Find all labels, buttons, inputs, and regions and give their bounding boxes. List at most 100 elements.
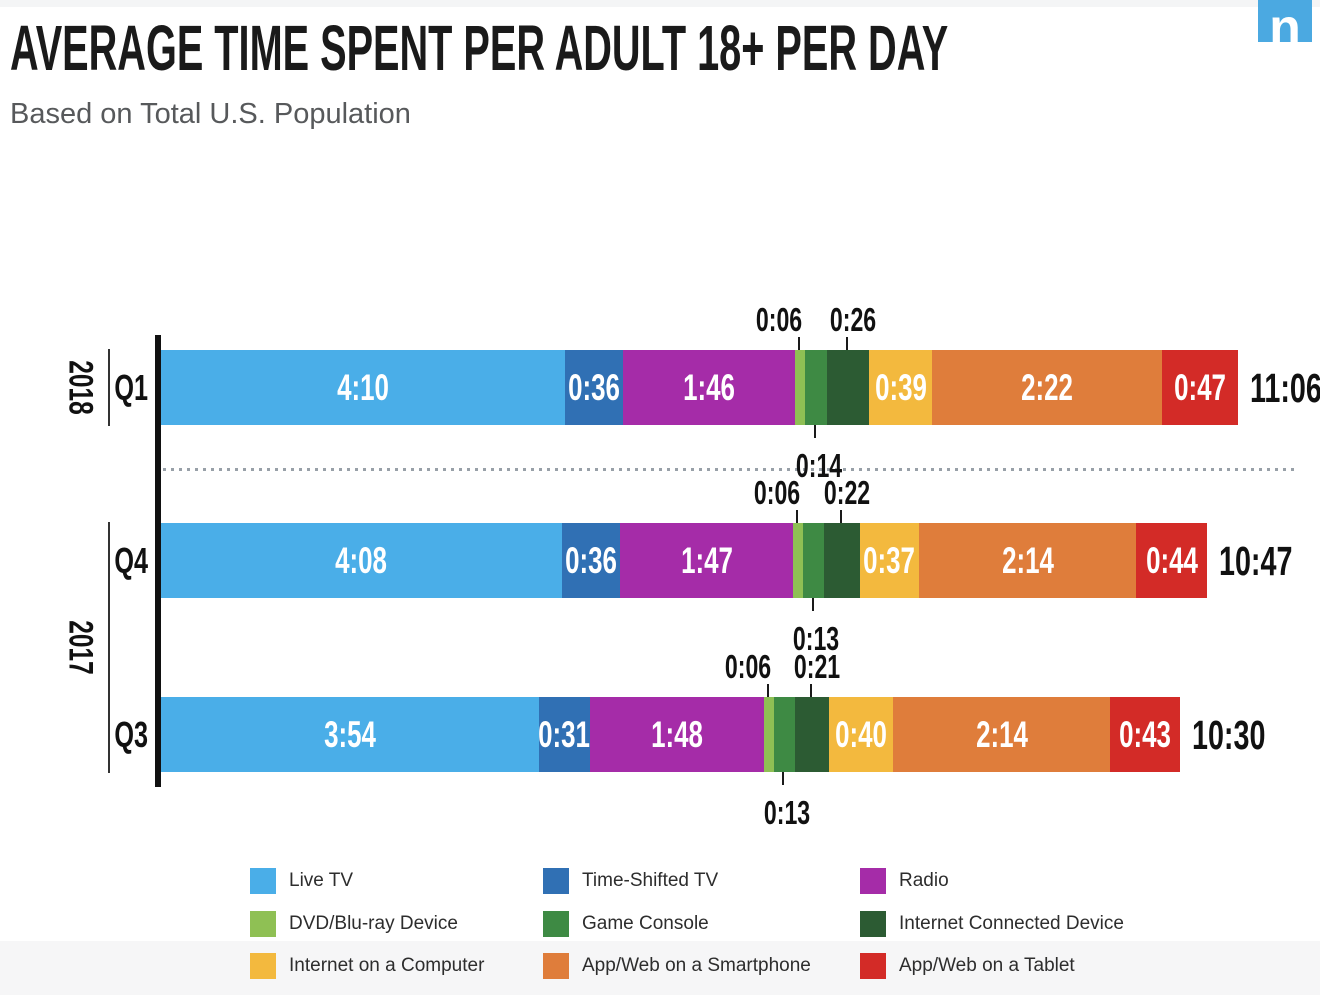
total-label: 10:30 bbox=[1191, 711, 1297, 758]
bar-value-label: 1:48 bbox=[650, 714, 703, 755]
legend-label: Game Console bbox=[582, 913, 709, 934]
bar-segment-game-console bbox=[804, 350, 828, 425]
legend-item-app-web-on-a-smartphone: App/Web on a Smartphone bbox=[543, 953, 811, 979]
callout-line bbox=[797, 337, 800, 350]
callout-label-text: 0:26 bbox=[830, 301, 877, 338]
bar-segment-internet-on-a-computer: 0:37 bbox=[859, 523, 920, 598]
callout-label: 0:06 bbox=[732, 476, 822, 509]
page-title-text: AVERAGE TIME SPENT PER ADULT 18+ PER DAY bbox=[10, 12, 949, 84]
bar-segment-live-tv: 4:08 bbox=[161, 523, 563, 598]
legend-item-internet-on-a-computer: Internet on a Computer bbox=[250, 953, 484, 979]
bar-segment-app-web-on-a-tablet: 0:47 bbox=[1161, 350, 1238, 425]
bar-segment-radio: 1:46 bbox=[623, 350, 795, 425]
bar-segment-live-tv: 4:10 bbox=[161, 350, 566, 425]
bar-segment-dvd-blu-ray-device bbox=[764, 697, 774, 772]
bar-segment-app-web-on-a-smartphone: 2:22 bbox=[932, 350, 1162, 425]
quarter-label-text: Q1 bbox=[114, 366, 148, 408]
total-label-text: 10:30 bbox=[1191, 711, 1266, 758]
total-label-text: 10:47 bbox=[1219, 537, 1293, 584]
nielsen-logo-letter: n bbox=[1269, 0, 1301, 42]
bar-segment-app-web-on-a-tablet: 0:43 bbox=[1110, 697, 1180, 772]
bar-value-label: 1:46 bbox=[683, 367, 736, 408]
bar-row-2018-q1: 4:10 0:36 1:46 0:39 2:22 0:47 bbox=[161, 350, 1238, 425]
page-subtitle: Based on Total U.S. Population bbox=[10, 98, 411, 130]
quarter-label-q4: Q4 bbox=[78, 539, 148, 581]
bar-segment-internet-on-a-computer: 0:40 bbox=[828, 697, 894, 772]
callout-label: 0:26 bbox=[808, 303, 898, 336]
callout-line bbox=[809, 684, 812, 697]
legend-swatch bbox=[543, 953, 569, 979]
callout-label-text: 0:22 bbox=[823, 474, 870, 511]
year-divider-dotted-line bbox=[163, 468, 1295, 471]
legend-item-live-tv: Live TV bbox=[250, 868, 353, 894]
callout-label: 0:06 bbox=[703, 650, 793, 683]
callout-label: 0:14 bbox=[774, 449, 864, 482]
bar-segment-internet-connected-device bbox=[794, 697, 829, 772]
bar-segment-radio: 1:47 bbox=[620, 523, 794, 598]
legend-swatch bbox=[250, 953, 276, 979]
legend-swatch bbox=[543, 868, 569, 894]
bar-value-label: 3:54 bbox=[324, 714, 377, 755]
callout-label-text: 0:13 bbox=[793, 620, 840, 657]
bar-segment-game-console bbox=[773, 697, 795, 772]
legend-label: Live TV bbox=[289, 870, 354, 891]
bar-segment-dvd-blu-ray-device bbox=[794, 350, 805, 425]
year-group-line bbox=[108, 349, 110, 426]
legend-swatch bbox=[250, 911, 276, 937]
bar-segment-time-shifted-tv: 0:36 bbox=[562, 523, 621, 598]
legend-label: App/Web on a Smartphone bbox=[582, 955, 811, 976]
callout-line bbox=[813, 425, 816, 438]
legend-swatch bbox=[860, 911, 886, 937]
legend-item-radio: Radio bbox=[860, 868, 949, 894]
callout-label: 0:13 bbox=[772, 622, 862, 655]
callout-label: 0:13 bbox=[742, 796, 832, 829]
legend-item-game-console: Game Console bbox=[543, 911, 709, 937]
bottom-edge-strip bbox=[0, 941, 1320, 995]
bar-value-label: 0:47 bbox=[1173, 367, 1226, 408]
callout-line bbox=[811, 598, 814, 611]
callout-line bbox=[839, 510, 842, 523]
bar-segment-internet-connected-device bbox=[827, 350, 870, 425]
bar-value-label: 2:14 bbox=[1001, 540, 1054, 581]
legend-item-dvd-blu-ray-device: DVD/Blu-ray Device bbox=[250, 911, 458, 937]
legend-label: Radio bbox=[899, 870, 949, 891]
bar-segment-dvd-blu-ray-device bbox=[793, 523, 803, 598]
legend-swatch bbox=[860, 953, 886, 979]
callout-label: 0:06 bbox=[734, 303, 824, 336]
bar-value-label: 0:37 bbox=[863, 540, 916, 581]
legend-swatch bbox=[250, 868, 276, 894]
total-label-text: 11:06 bbox=[1250, 364, 1320, 411]
bar-segment-radio: 1:48 bbox=[589, 697, 765, 772]
bar-value-label: 0:44 bbox=[1145, 540, 1198, 581]
page-title: AVERAGE TIME SPENT PER ADULT 18+ PER DAY bbox=[10, 16, 1320, 80]
bar-value-label: 0:36 bbox=[568, 367, 621, 408]
bar-row-2017-q3: 3:54 0:31 1:48 0:40 2:14 0:43 bbox=[161, 697, 1180, 772]
callout-label: 0:21 bbox=[772, 650, 862, 683]
callout-line bbox=[796, 510, 799, 523]
bar-segment-time-shifted-tv: 0:31 bbox=[539, 697, 590, 772]
total-label: 11:06 bbox=[1250, 364, 1320, 411]
quarter-label-text: Q4 bbox=[114, 539, 148, 581]
legend-label: App/Web on a Tablet bbox=[899, 955, 1075, 976]
bar-value-label: 0:43 bbox=[1119, 714, 1171, 755]
callout-label-text: 0:13 bbox=[764, 794, 811, 831]
quarter-label-text: Q3 bbox=[114, 713, 148, 755]
legend-label: Internet Connected Device bbox=[899, 913, 1124, 934]
callout-label-text: 0:14 bbox=[795, 447, 843, 484]
bar-row-2017-q4: 4:08 0:36 1:47 0:37 2:14 0:44 bbox=[161, 523, 1208, 598]
legend-label: Internet on a Computer bbox=[289, 955, 485, 976]
legend-label: Time-Shifted TV bbox=[582, 870, 719, 891]
callout-line bbox=[782, 772, 785, 785]
callout-label-text: 0:06 bbox=[754, 474, 801, 511]
bar-value-label: 0:40 bbox=[835, 714, 888, 755]
bar-value-label: 2:22 bbox=[1021, 367, 1074, 408]
legend-swatch bbox=[860, 868, 886, 894]
bar-segment-time-shifted-tv: 0:36 bbox=[565, 350, 624, 425]
top-edge-strip bbox=[0, 0, 1320, 7]
bar-segment-app-web-on-a-smartphone: 2:14 bbox=[919, 523, 1137, 598]
callout-line bbox=[767, 684, 770, 697]
bar-segment-app-web-on-a-tablet: 0:44 bbox=[1136, 523, 1208, 598]
bar-segment-game-console bbox=[802, 523, 824, 598]
legend-item-app-web-on-a-tablet: App/Web on a Tablet bbox=[860, 953, 1075, 979]
